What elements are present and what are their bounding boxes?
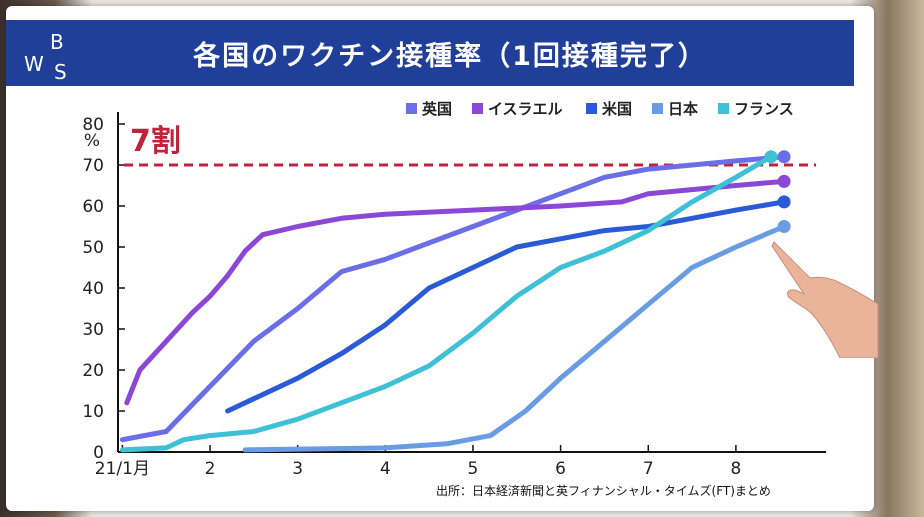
x-tick-label: 3: [292, 459, 303, 479]
x-tick-label: 2: [205, 459, 216, 479]
x-tick-label: 5: [468, 459, 479, 479]
y-tick-label: 30: [82, 320, 104, 340]
x-tick-label: 8: [730, 459, 741, 479]
x-tick-label: 6: [555, 459, 566, 479]
series-end-point-4: [777, 220, 791, 233]
series-line-3: [225, 199, 787, 414]
y-tick-label: 60: [82, 197, 104, 217]
legend-swatch-1: [406, 103, 417, 114]
x-tick-label: 4: [380, 459, 391, 479]
logo-letter-s: S: [54, 60, 67, 84]
legend-label-2: イスラエル: [488, 100, 563, 118]
y-tick-label: 70: [82, 156, 104, 176]
vaccination-line-chart: 0 10 20 30 40 50 60 70 80% 21/1月 2 3 4 5 6 7 8 7割 英国 イスラエル 米…: [82, 100, 826, 479]
series-line-4: [242, 224, 787, 453]
legend-label-3: 米国: [602, 100, 632, 118]
legend-label-4: 日本: [668, 100, 698, 118]
logo-letter-b: B: [50, 30, 64, 54]
y-tick-label: 20: [82, 361, 104, 381]
chart-board: B W S 各国のワクチン接種率（1回接種完了） 0 10 20 30 40 50 60 70…: [6, 6, 874, 511]
y-tick-label: 10: [82, 402, 104, 422]
series-line-2: [124, 178, 787, 406]
legend-label-5: フランス: [734, 100, 794, 118]
y-tick-label: 50: [82, 238, 104, 258]
x-tick-label: 21/1月: [95, 459, 150, 479]
y-tick-label: 80: [82, 115, 104, 135]
title-bar: B W S 各国のワクチン接種率（1回接種完了）: [6, 20, 854, 86]
series-line-1: [119, 154, 787, 443]
series-end-point-3: [777, 195, 791, 209]
series-end-point-5: [764, 150, 778, 164]
threshold-label: 7割: [130, 124, 181, 159]
legend-swatch-5: [718, 103, 729, 114]
series-end-point-1: [777, 150, 791, 164]
legend-swatch-4: [652, 103, 663, 114]
logo-letter-w: W: [24, 52, 44, 76]
legend-swatch-3: [586, 103, 597, 114]
x-tick-label: 7: [643, 459, 654, 479]
series-line-5: [119, 154, 774, 453]
y-tick-label: 40: [82, 279, 104, 299]
legend-label-1: 英国: [422, 100, 452, 118]
series-end-point-2: [777, 174, 791, 188]
legend-swatch-2: [472, 103, 483, 114]
chart-title: 各国のワクチン接種率（1回接種完了）: [193, 40, 707, 72]
y-unit-label: %: [84, 131, 100, 151]
pointing-hand-icon: [771, 241, 879, 358]
source-note: 出所：日本経済新聞と英フィナンシャル・タイムズ(FT)まとめ: [436, 484, 771, 498]
y-tick-label: 0: [93, 443, 104, 463]
bs-logo: B W S: [16, 26, 82, 92]
